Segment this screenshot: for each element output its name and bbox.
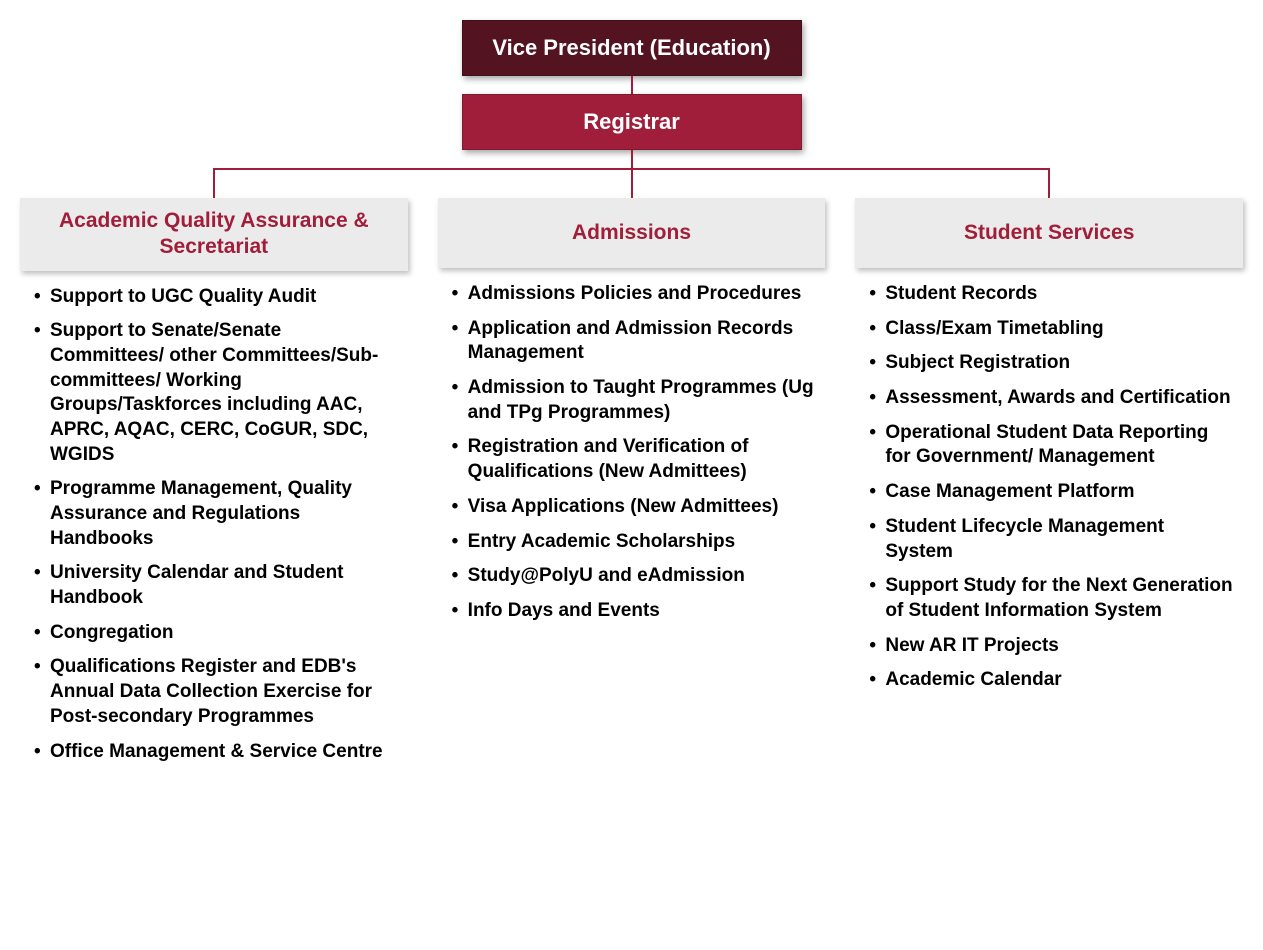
list-item: Info Days and Events xyxy=(452,599,818,624)
list-item: Student Records xyxy=(869,282,1235,307)
list-item: Assessment, Awards and Certification xyxy=(869,386,1235,411)
branch-connector xyxy=(20,168,1243,198)
list-item: Class/Exam Timetabling xyxy=(869,317,1235,342)
list-item: Admission to Taught Programmes (Ug and T… xyxy=(452,376,818,425)
list-item: Office Management & Service Centre xyxy=(34,740,400,765)
list-item: Subject Registration xyxy=(869,351,1235,376)
list-item: Entry Academic Scholarships xyxy=(452,530,818,555)
department-column: Admissions Admissions Policies and Proced… xyxy=(438,198,826,774)
list-item: Programme Management, Quality Assurance … xyxy=(34,477,400,551)
connector-registrar-branch xyxy=(631,150,633,168)
list-item: Case Management Platform xyxy=(869,480,1235,505)
list-item: Admissions Policies and Procedures xyxy=(452,282,818,307)
department-column: Academic Quality Assurance & Secretariat… xyxy=(20,198,408,774)
department-header: Student Services xyxy=(855,198,1243,268)
org-chart: Vice President (Education) Registrar Aca… xyxy=(20,20,1243,774)
list-item: Application and Admission Records Manage… xyxy=(452,317,818,366)
list-item: New AR IT Projects xyxy=(869,634,1235,659)
list-item: Visa Applications (New Admittees) xyxy=(452,495,818,520)
department-column: Student Services Student Records Class/Exa… xyxy=(855,198,1243,774)
department-header: Academic Quality Assurance & Secretariat xyxy=(20,198,408,271)
registrar-box: Registrar xyxy=(462,94,802,150)
list-item: Qualifications Register and EDB's Annual… xyxy=(34,655,400,729)
list-item: Operational Student Data Reporting for G… xyxy=(869,421,1235,470)
list-item: Support to UGC Quality Audit xyxy=(34,285,400,310)
list-item: Student Lifecycle Management System xyxy=(869,515,1235,564)
list-item: Support Study for the Next Generation of… xyxy=(869,574,1235,623)
connector-vp-registrar xyxy=(631,76,633,94)
list-item: Registration and Verification of Qualifi… xyxy=(452,435,818,484)
department-items: Admissions Policies and Procedures Applic… xyxy=(438,282,826,624)
department-columns: Academic Quality Assurance & Secretariat… xyxy=(20,198,1243,774)
list-item: Congregation xyxy=(34,621,400,646)
department-items: Support to UGC Quality Audit Support to S… xyxy=(20,285,408,765)
list-item: University Calendar and Student Handbook xyxy=(34,561,400,610)
department-header: Admissions xyxy=(438,198,826,268)
list-item: Academic Calendar xyxy=(869,668,1235,693)
list-item: Support to Senate/Senate Committees/ oth… xyxy=(34,319,400,467)
list-item: Study@PolyU and eAdmission xyxy=(452,564,818,589)
department-items: Student Records Class/Exam Timetabling Sub… xyxy=(855,282,1243,693)
vp-box: Vice President (Education) xyxy=(462,20,802,76)
